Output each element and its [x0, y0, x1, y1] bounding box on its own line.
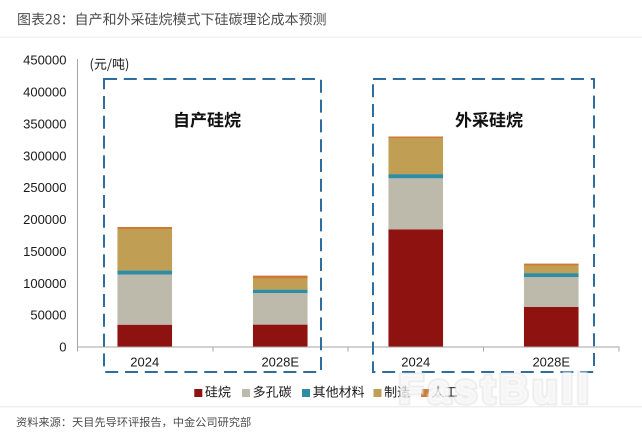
svg-text:450000: 450000	[23, 53, 66, 68]
svg-text:2024: 2024	[401, 354, 430, 369]
svg-text:2028E: 2028E	[532, 354, 570, 369]
svg-text:400000: 400000	[23, 84, 66, 99]
svg-text:150000: 150000	[23, 244, 66, 259]
svg-text:FastBull: FastBull	[399, 368, 593, 412]
svg-text:200000: 200000	[23, 212, 66, 227]
svg-text:2024: 2024	[130, 354, 159, 369]
svg-text:300000: 300000	[23, 148, 66, 163]
svg-text:50000: 50000	[30, 308, 66, 323]
svg-text:100000: 100000	[23, 276, 66, 291]
svg-text:FastBull: FastBull	[399, 368, 593, 412]
svg-text:0: 0	[59, 340, 66, 355]
svg-text:2028E: 2028E	[261, 354, 299, 369]
svg-text:350000: 350000	[23, 116, 66, 131]
svg-text:250000: 250000	[23, 180, 66, 195]
